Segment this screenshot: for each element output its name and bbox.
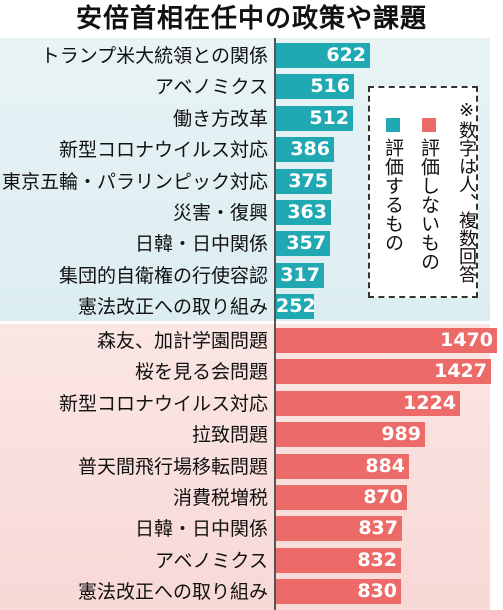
category-label: 災害・復興 (172, 202, 268, 224)
bar (276, 200, 331, 225)
category-label: 拉致問題 (191, 424, 268, 447)
bar (276, 294, 314, 320)
note-text: ※数字は人、複数回答 (456, 100, 477, 283)
bar-value-label: 1470 (440, 329, 493, 351)
bar (276, 516, 402, 542)
legend-swatch-positive (386, 118, 400, 132)
category-label: 東京五輪・パラリンピック対応 (1, 170, 268, 193)
bar-value-label: 516 (310, 75, 350, 98)
category-label: アベノミクス (154, 549, 268, 572)
category-label: 集団的自衛権の行使容認 (58, 264, 268, 287)
bar (276, 137, 334, 163)
bar-value-label: 386 (290, 138, 330, 161)
category-label: 働き方改革 (172, 107, 268, 130)
category-label: 日韓・日中関係 (134, 518, 268, 541)
bar-value-label: 375 (288, 169, 328, 192)
bar-value-label: 357 (286, 232, 326, 255)
bar (276, 579, 401, 605)
category-label: 森友、加計学園問題 (96, 330, 268, 352)
category-label: 新型コロナウイルス対応 (58, 139, 268, 162)
bar-value-label: 870 (363, 486, 403, 508)
legend: 評価するもの 評価しないもの (368, 86, 478, 298)
category-label: トランプ米大統領との関係 (40, 45, 268, 67)
bar-value-label: 317 (280, 263, 320, 286)
bar (276, 390, 460, 416)
bar (276, 328, 497, 353)
bar (276, 168, 332, 194)
bar (276, 359, 491, 385)
bar (276, 485, 407, 510)
bar (276, 422, 425, 448)
bar (276, 231, 330, 257)
bar-value-label: 363 (287, 201, 327, 223)
section-divider (0, 321, 503, 324)
bar (276, 74, 354, 100)
category-label: 憲法改正への取り組み (77, 296, 268, 319)
bar (276, 453, 409, 479)
category-axis-line (274, 38, 276, 610)
category-label: アベノミクス (154, 76, 268, 99)
category-label: 桜を見る会問題 (134, 361, 268, 384)
bar-value-label: 622 (326, 44, 366, 66)
bar-value-label: 884 (365, 454, 405, 477)
chart-title: 安倍首相在任中の政策や課題 (75, 4, 427, 34)
category-label: 普天間飛行場移転問題 (77, 455, 268, 478)
bar-value-label: 830 (357, 580, 397, 603)
bar-value-label: 837 (358, 517, 398, 540)
category-label: 消費税増税 (172, 487, 268, 509)
bar-value-label: 989 (381, 423, 421, 446)
bar-value-label: 512 (309, 106, 349, 129)
category-label: 日韓・日中関係 (134, 233, 268, 256)
bar-value-label: 1224 (403, 391, 456, 414)
legend-swatch-negative (422, 118, 436, 132)
bar (276, 262, 324, 288)
bar (276, 105, 353, 131)
bar-value-label: 1427 (434, 360, 487, 383)
bar (276, 43, 370, 68)
bar-value-label: 252 (276, 295, 316, 318)
legend-label-negative: 評価しないもの (418, 138, 440, 271)
bar (276, 547, 401, 573)
category-label: 新型コロナウイルス対応 (58, 392, 268, 415)
category-label: 憲法改正への取り組み (77, 581, 268, 604)
bar-value-label: 832 (357, 548, 397, 571)
legend-label-positive: 評価するもの (382, 138, 404, 252)
